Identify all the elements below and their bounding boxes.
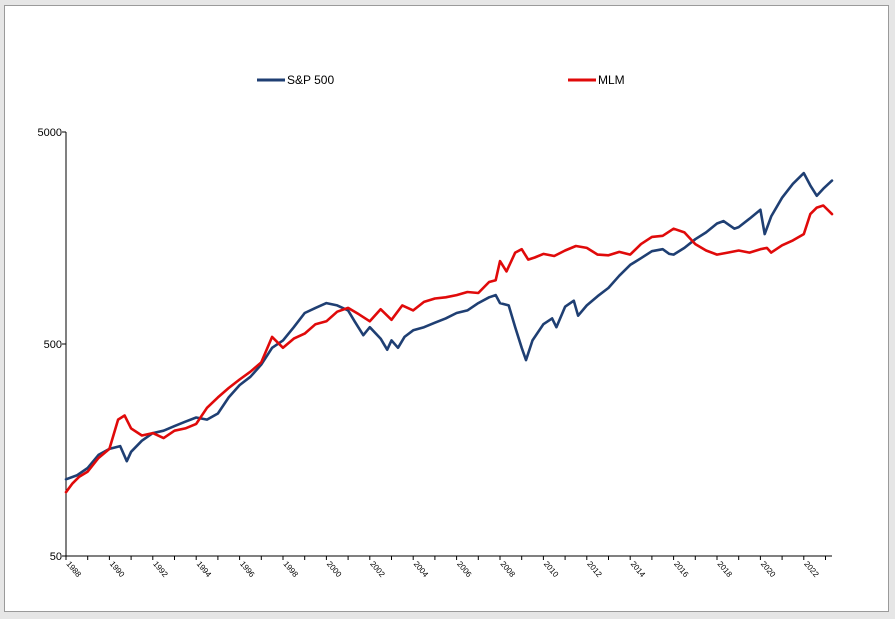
axes: [65, 132, 832, 557]
y-tick-label: 50: [50, 551, 62, 563]
legend: S&P 500 MLM: [257, 73, 625, 87]
x-tick-label: 1990: [108, 560, 127, 580]
x-tick-label: 2012: [585, 560, 604, 580]
x-tick-label: 2010: [542, 560, 561, 580]
y-ticks: 5000 500 50: [38, 127, 66, 563]
x-tick-label: 2000: [325, 560, 344, 580]
y-tick-label: 5000: [38, 127, 62, 139]
x-ticks: 1988 1990 1992 1994 1996 1998 2000 2002 2004 2006…: [64, 556, 826, 580]
x-tick-label: 1994: [195, 560, 214, 580]
chart-svg: 5000 500 50 1988 1990 1992 1994 1996 1998 2000 20…: [38, 73, 834, 580]
x-tick-label: 1992: [151, 560, 170, 580]
series-lines: [64, 171, 834, 494]
chart-frame: 5000 500 50 1988 1990 1992 1994 1996 1998 2000 20…: [4, 5, 889, 612]
x-tick-label: 2022: [802, 560, 821, 580]
x-tick-label: 2008: [498, 560, 517, 580]
x-tick-label: 2004: [412, 560, 431, 580]
x-tick-label: 1996: [238, 560, 257, 580]
legend-label: S&P 500: [287, 73, 334, 87]
x-tick-label: 1998: [281, 560, 300, 580]
legend-label: MLM: [598, 73, 625, 87]
x-tick-label: 2006: [455, 560, 474, 580]
x-tick-label: 2002: [368, 560, 387, 580]
x-tick-label: 2018: [715, 560, 734, 580]
x-tick-label: 2014: [629, 560, 648, 580]
series-line-s-p-500: [64, 171, 834, 481]
series-line-mlm: [64, 204, 834, 494]
x-tick-label: 2016: [672, 560, 691, 580]
x-tick-label: 1988: [64, 560, 83, 580]
y-tick-label: 500: [44, 339, 62, 351]
x-tick-label: 2020: [759, 560, 778, 580]
